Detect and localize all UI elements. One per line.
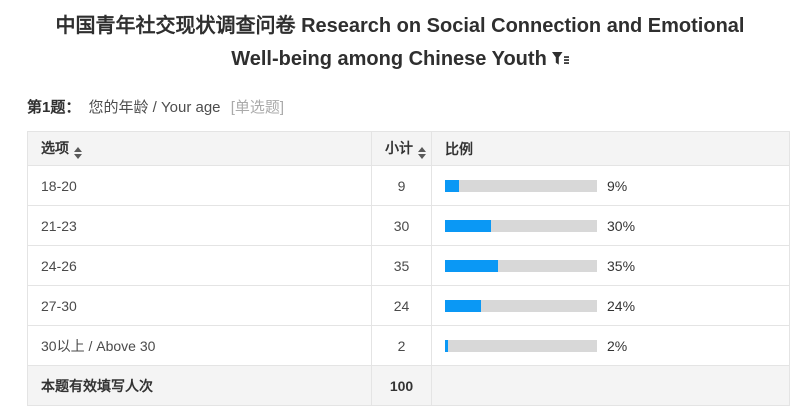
table-row: 21-23 30 30% (27, 205, 790, 246)
sort-icon[interactable] (74, 147, 82, 159)
proportion-bar: 30% (445, 218, 776, 234)
percent-label: 2% (607, 337, 628, 354)
count-cell: 24 (371, 285, 432, 326)
footer-label-cell: 本题有效填写人次 (27, 365, 372, 406)
column-header-proportion-label: 比例 (445, 140, 473, 157)
proportion-bar: 35% (445, 258, 776, 274)
table-row: 30以上 / Above 30 2 2% (27, 325, 790, 366)
count-cell: 30 (371, 205, 432, 246)
results-table: 选项 小计 比例 18-20 9 9% (27, 131, 790, 406)
footer-empty-cell (431, 365, 790, 406)
bar-fill (445, 219, 491, 232)
sort-asc-icon (74, 147, 82, 152)
footer-row: 本题有效填写人次 100 (27, 365, 790, 406)
question-text: 您的年龄 / Your age (88, 99, 221, 116)
question-type-badge: [单选题] (230, 99, 285, 116)
sort-desc-icon (418, 154, 426, 159)
proportion-bar: 2% (445, 338, 776, 354)
table-header: 选项 小计 比例 (27, 131, 790, 166)
question-line: 第1题： 您的年龄 / Your age [单选题] (27, 98, 800, 118)
count-cell: 2 (371, 325, 432, 366)
percent-label: 30% (607, 217, 636, 234)
question-number: 第1题： (27, 99, 81, 116)
option-cell: 30以上 / Above 30 (27, 325, 372, 366)
proportion-cell: 24% (431, 285, 790, 326)
option-cell: 21-23 (27, 205, 372, 246)
proportion-cell: 2% (431, 325, 790, 366)
proportion-cell: 30% (431, 205, 790, 246)
proportion-bar: 9% (445, 178, 776, 194)
sort-asc-icon (418, 147, 426, 152)
column-header-subtotal-label: 小计 (385, 140, 413, 156)
bar-track (445, 259, 597, 272)
header-row: 选项 小计 比例 (27, 131, 790, 166)
proportion-bar: 24% (445, 298, 776, 314)
column-header-subtotal[interactable]: 小计 (371, 131, 432, 166)
bar-fill (445, 339, 449, 352)
sort-icon[interactable] (418, 147, 426, 159)
column-header-proportion: 比例 (431, 131, 790, 166)
percent-label: 35% (607, 257, 636, 274)
survey-results-page: 中国青年社交现状调查问卷 Research on Social Connecti… (0, 10, 800, 406)
column-header-option[interactable]: 选项 (27, 131, 372, 166)
proportion-cell: 35% (431, 245, 790, 286)
footer-count-cell: 100 (371, 365, 432, 406)
percent-label: 9% (607, 177, 628, 194)
bar-fill (445, 299, 482, 312)
filter-funnel-icon[interactable] (551, 44, 569, 77)
option-cell: 27-30 (27, 285, 372, 326)
table-row: 27-30 24 24% (27, 285, 790, 326)
bar-track (445, 179, 597, 192)
proportion-cell: 9% (431, 165, 790, 206)
option-cell: 24-26 (27, 245, 372, 286)
option-cell: 18-20 (27, 165, 372, 206)
bar-fill (445, 259, 499, 272)
bar-track (445, 299, 597, 312)
column-header-option-label: 选项 (41, 140, 69, 156)
table-body: 18-20 9 9% 21-23 30 30% (27, 165, 790, 366)
bar-track (445, 339, 597, 352)
table-row: 18-20 9 9% (27, 165, 790, 206)
table-row: 24-26 35 35% (27, 245, 790, 286)
count-cell: 9 (371, 165, 432, 206)
sort-desc-icon (74, 154, 82, 159)
survey-title-text: 中国青年社交现状调查问卷 Research on Social Connecti… (55, 15, 745, 70)
percent-label: 24% (607, 297, 636, 314)
page-title: 中国青年社交现状调查问卷 Research on Social Connecti… (30, 10, 770, 77)
count-cell: 35 (371, 245, 432, 286)
table-footer: 本题有效填写人次 100 (27, 365, 790, 406)
bar-fill (445, 179, 459, 192)
bar-track (445, 219, 597, 232)
